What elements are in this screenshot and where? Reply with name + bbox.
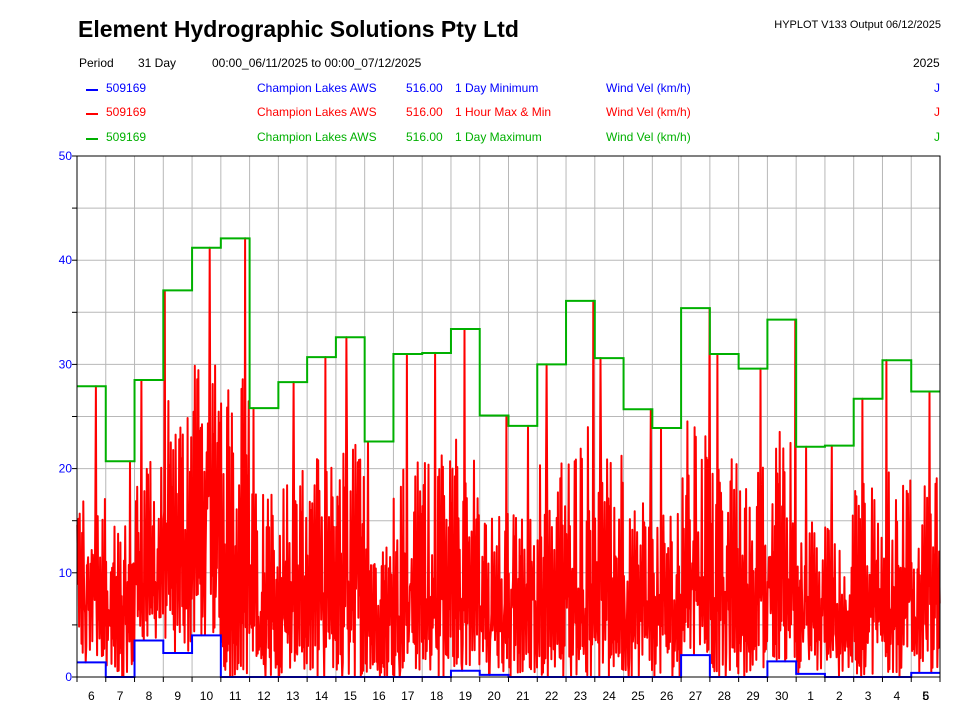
legend-line-hourly: [86, 113, 98, 115]
x-tick-label: 4: [894, 689, 901, 703]
x-tick-label: 16: [372, 689, 386, 703]
x-tick-label: 3: [865, 689, 872, 703]
y-tick-label: 0: [65, 670, 72, 684]
x-tick-label: 6: [923, 689, 930, 703]
series-min: [77, 634, 940, 678]
legend-variable: 516.00: [406, 81, 443, 95]
x-tick-label: 13: [286, 689, 300, 703]
x-tick-label: 1: [807, 689, 814, 703]
legend-row-min: 509169 Champion Lakes AWS 516.00 1 Day M…: [0, 81, 968, 97]
x-tick-label: 15: [344, 689, 358, 703]
x-tick-label: 11: [229, 689, 242, 703]
y-axis: 0 10 20 30 40 50: [59, 149, 77, 684]
legend-statistic: 1 Day Minimum: [455, 81, 539, 95]
legend-units: Wind Vel (km/h): [606, 105, 691, 119]
x-tick-label: 22: [545, 689, 559, 703]
legend-units: Wind Vel (km/h): [606, 130, 691, 144]
version-stamp: HYPLOT V133 Output 06/12/2025: [774, 19, 941, 31]
x-axis: 6 7 8 9 10 11 12 13 14 15 16 17 18 19 20 21 22 23 24 25 26 27…: [76, 677, 941, 703]
y-tick-label: 10: [59, 566, 73, 580]
x-tick-label: 9: [174, 689, 181, 703]
legend-site-name: Champion Lakes AWS: [257, 81, 377, 95]
series-line-day-min: [77, 634, 940, 678]
x-tick-label: 30: [775, 689, 789, 703]
x-tick-label: 19: [459, 689, 473, 703]
legend-statistic: 1 Hour Max & Min: [455, 105, 552, 119]
y-tick-label: 30: [59, 357, 73, 371]
x-tick-label: 6: [88, 689, 95, 703]
legend-site-name: Champion Lakes AWS: [257, 105, 377, 119]
x-tick-label: 12: [257, 689, 271, 703]
legend-statistic: 1 Day Maximum: [455, 130, 542, 144]
x-tick-label: 17: [401, 689, 415, 703]
x-tick-label: 8: [146, 689, 153, 703]
legend-variable: 516.00: [406, 105, 443, 119]
legend-site-name: Champion Lakes AWS: [257, 130, 377, 144]
y-tick-label: 20: [59, 462, 73, 476]
x-tick-label: 28: [718, 689, 732, 703]
legend-units: Wind Vel (km/h): [606, 81, 691, 95]
series-max: [77, 237, 940, 463]
period-year: 2025: [913, 56, 940, 70]
legend-site-id: 509169: [106, 81, 147, 95]
series-hourly: [76, 237, 941, 678]
period-label: Period: [79, 56, 114, 70]
x-tick-label: 25: [631, 689, 645, 703]
x-tick-label: 7: [117, 689, 124, 703]
legend-flag: J: [934, 130, 940, 144]
series-line-day-max: [77, 237, 940, 463]
x-tick-label: 10: [200, 689, 214, 703]
period-range: 00:00_06/11/2025 to 00:00_07/12/2025: [212, 56, 422, 70]
x-tick-label: 2: [836, 689, 843, 703]
legend-flag: J: [934, 81, 940, 95]
x-tick-label: 29: [746, 689, 760, 703]
legend-flag: J: [934, 105, 940, 119]
legend-row-hourly: 509169 Champion Lakes AWS 516.00 1 Hour …: [0, 105, 968, 121]
legend-line-max: [86, 138, 98, 140]
x-tick-label: 14: [315, 689, 329, 703]
y-tick-label: 50: [59, 149, 73, 163]
x-tick-label: 20: [487, 689, 501, 703]
legend-site-id: 509169: [106, 105, 147, 119]
period-length: 31 Day: [138, 56, 177, 70]
x-tick-label: 24: [603, 689, 617, 703]
x-tick-label: 18: [430, 689, 444, 703]
x-tick-label: 27: [689, 689, 703, 703]
x-tick-label: 26: [660, 689, 674, 703]
legend-variable: 516.00: [406, 130, 443, 144]
y-tick-label: 40: [59, 253, 73, 267]
chart-title: Element Hydrographic Solutions Pty Ltd: [78, 16, 519, 42]
legend-line-min: [86, 89, 98, 91]
series-line-hourly: [76, 237, 941, 678]
x-tick-label: 23: [574, 689, 588, 703]
x-tick-label: 21: [516, 689, 530, 703]
legend-row-max: 509169 Champion Lakes AWS 516.00 1 Day M…: [0, 130, 968, 146]
x-tick-label: 5: [922, 689, 929, 703]
legend-site-id: 509169: [106, 130, 147, 144]
